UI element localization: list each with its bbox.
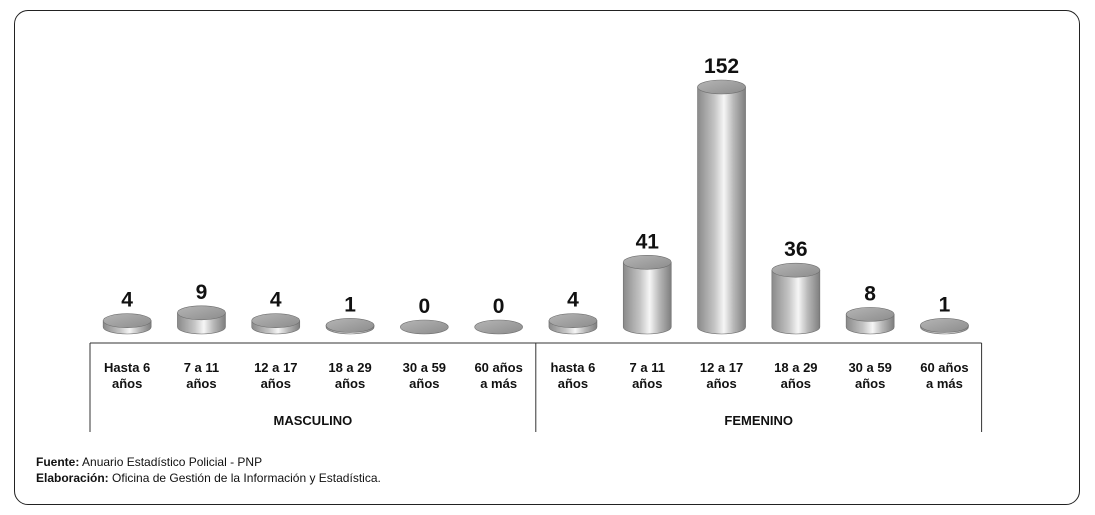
category-label: 18 a 29 años [774,360,817,391]
category-label: 60 años a más [474,360,522,391]
data-label: 4 [121,289,133,312]
bar-top [474,319,523,335]
bar-top [622,254,672,270]
bar-top [251,313,301,328]
bar-top [771,262,821,278]
category-label: 18 a 29 años [328,360,371,391]
category-label: Hasta 6 años [104,360,150,391]
bar [697,79,746,335]
data-label: 41 [636,230,660,253]
bar-top [102,313,152,328]
data-label: 0 [493,295,505,318]
group-label: FEMENINO [724,413,793,428]
bar [474,319,523,335]
bar-top [177,305,226,321]
category-label: hasta 6 años [551,360,596,391]
data-label: 0 [419,295,431,318]
made-by-note: Elaboración: Oficina de Gestión de la In… [36,471,381,485]
bar [177,305,226,335]
bar [622,254,672,335]
bar [102,313,152,335]
bar-top [400,319,449,335]
category-label: 12 a 17 años [254,360,297,391]
bar [325,318,375,335]
bar-top [548,313,598,328]
bar [251,313,301,335]
bar-top [920,318,969,333]
data-label: 9 [196,281,208,304]
data-label: 1 [939,293,951,316]
data-label: 152 [704,55,739,78]
category-label: 30 a 59 años [848,360,891,391]
bar [548,313,598,335]
bar-top [325,318,375,333]
category-label: 7 a 11 años [630,360,665,391]
bar [771,262,821,335]
bar [400,319,449,335]
data-label: 8 [864,282,876,305]
chart-notes: Fuente: Anuario Estadístico Policial - P… [36,454,381,486]
category-label: 30 a 59 años [403,360,446,391]
bar-body [697,86,746,335]
source-note: Fuente: Anuario Estadístico Policial - P… [36,455,263,469]
group-label: MASCULINO [274,413,353,428]
bar-body [622,261,672,335]
category-label: 7 a 11 años [184,360,219,391]
data-label: 4 [567,289,579,312]
bar-body [771,269,821,335]
data-label: 4 [270,289,282,312]
category-label: 12 a 17 años [700,360,743,391]
bar-top [845,307,895,322]
chart-frame [14,10,1080,505]
bar-top [697,79,746,95]
bar [920,318,969,335]
data-label: 1 [344,293,356,316]
data-label: 36 [784,238,807,261]
bar [845,307,895,335]
category-label: 60 años a más [920,360,968,391]
